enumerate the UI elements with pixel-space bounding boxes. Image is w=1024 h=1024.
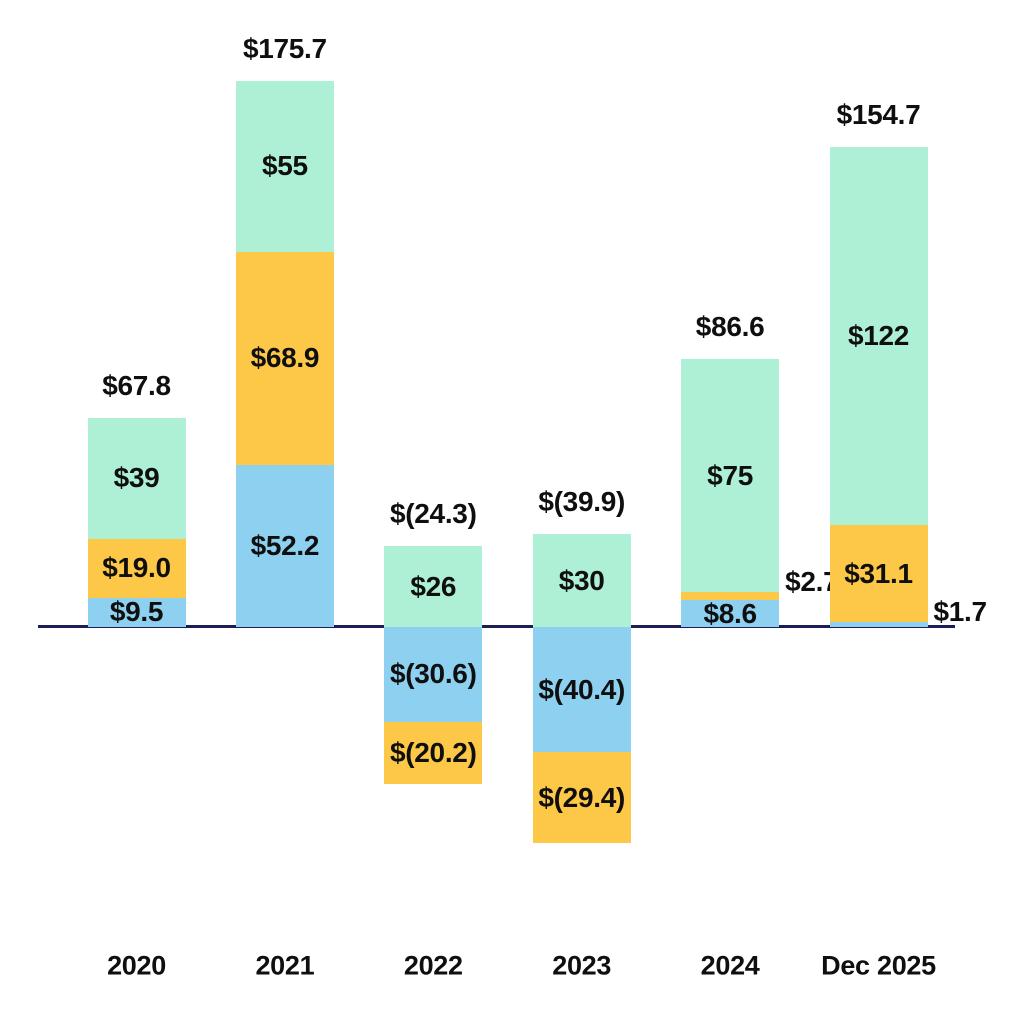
segment-label: $75 <box>707 459 753 491</box>
bar-segment-mint <box>384 546 483 627</box>
x-axis-label: 2023 <box>552 950 612 981</box>
x-axis-label: 2024 <box>700 950 760 981</box>
total-label: $175.7 <box>242 33 327 65</box>
total-label: $154.7 <box>836 99 921 131</box>
x-axis-label: Dec 2025 <box>821 950 936 981</box>
bar-segment-yellow <box>235 251 334 466</box>
segment-label: $26 <box>410 570 457 602</box>
total-label: $67.8 <box>102 369 171 401</box>
segment-label-outside: $1.7 <box>933 595 988 627</box>
segment-label: $30 <box>558 564 605 596</box>
segment-label: $(30.6) <box>389 658 477 690</box>
bar-segment-blue <box>681 600 780 627</box>
segment-label: $(29.4) <box>538 781 625 813</box>
segment-label: $9.5 <box>109 596 164 628</box>
total-label: $(24.3) <box>389 498 477 530</box>
segment-label: $19.0 <box>102 552 171 584</box>
x-axis-zero-line <box>38 625 955 628</box>
bar-segment-yellow <box>681 591 780 601</box>
x-axis-label: 2020 <box>107 950 166 981</box>
bar-segment-mint <box>87 417 186 539</box>
bar-segment-mint <box>829 147 928 526</box>
segment-label: $122 <box>847 320 910 352</box>
bar-segment-blue <box>829 621 928 627</box>
bar-segment-blue <box>384 627 483 722</box>
total-label: $86.6 <box>695 311 765 343</box>
segment-label: $8.6 <box>703 597 757 629</box>
segment-label: $55 <box>261 150 308 182</box>
segment-label: $52.2 <box>250 530 320 562</box>
bar-segment-yellow <box>87 538 186 598</box>
bar-segment-mint <box>532 534 631 627</box>
bar-segment-yellow <box>829 525 928 622</box>
segment-label: $31.1 <box>844 557 913 589</box>
segment-label: $(20.2) <box>389 737 477 769</box>
bar-segment-blue <box>87 597 186 627</box>
segment-label: $68.9 <box>250 342 320 374</box>
bar-segment-yellow <box>532 752 631 844</box>
segment-label: $39 <box>113 462 160 494</box>
x-axis-label: 2021 <box>255 950 315 981</box>
bar-segment-yellow <box>384 721 483 785</box>
bar-segment-blue <box>532 627 631 753</box>
bar-segment-mint <box>235 81 334 252</box>
bar-segment-blue <box>235 465 334 627</box>
bar-segment-mint <box>681 359 780 592</box>
x-axis-label: 2022 <box>403 950 463 981</box>
segment-label: $(40.4) <box>538 673 625 705</box>
total-label: $(39.9) <box>538 486 625 517</box>
